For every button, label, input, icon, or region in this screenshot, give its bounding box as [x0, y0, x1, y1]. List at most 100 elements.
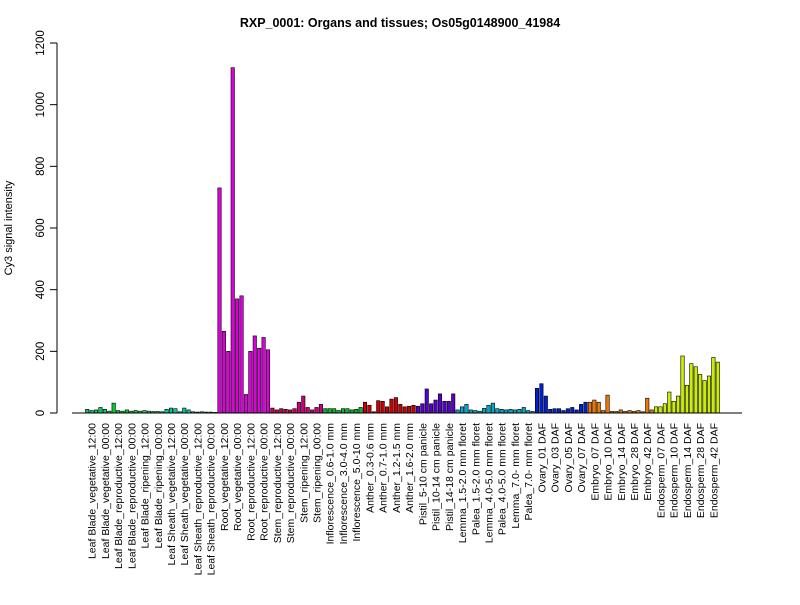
bar [433, 399, 438, 414]
x-tick-label: Embryo_42 DAF [642, 423, 654, 501]
x-tick-label: Stem_reproductive_00:00 [285, 423, 297, 543]
bar [411, 404, 416, 414]
bar [534, 388, 540, 414]
x-tick-label: Leaf Sheath_vegetative_00:00 [179, 423, 191, 566]
bar [376, 400, 381, 414]
bar [407, 405, 412, 414]
bar [689, 363, 694, 414]
bar [579, 404, 584, 414]
x-tick-label: Inflorescence_3.0-4.0 mm [338, 423, 350, 545]
bar [508, 408, 513, 414]
bar [415, 405, 420, 414]
x-tick-label: Embryo_14 DAF [616, 423, 628, 501]
bar [442, 400, 447, 414]
bar [296, 401, 301, 414]
x-tick-label: Endosperm_42 DAF [708, 423, 720, 518]
y-axis-label: Cy3 signal intensity [3, 180, 15, 275]
x-tick-label: Lemma_4.0-5.0 mm floret [483, 423, 495, 543]
bar [301, 395, 306, 414]
bar [499, 408, 504, 414]
x-tick-label: Stem_ripening_00:00 [312, 423, 324, 523]
bar [402, 406, 407, 414]
bar [358, 407, 363, 414]
bar [283, 408, 288, 414]
x-tick-label: Leaf Blade_vegetative_12:00 [87, 423, 99, 559]
x-tick-label: Inflorescence_0.6-1.0 mm [325, 423, 337, 545]
x-tick-label: Ovary_07 DAF [576, 423, 588, 492]
x-axis: Leaf Blade_vegetative_12:00 Leaf Blade_ve… [72, 412, 742, 576]
x-tick-label: Leaf Sheath_reproductive_12:00 [192, 423, 204, 576]
bar [226, 351, 231, 414]
y-tick-label: 800 [35, 157, 47, 176]
x-tick-label: Lemma_1.5-2.0 mm floret [457, 423, 469, 543]
y-tick-label: 0 [35, 410, 47, 416]
bar [583, 401, 588, 414]
bar [173, 408, 178, 414]
x-tick-label: Pistil_14-18 cm panicle [444, 423, 456, 531]
bar [495, 408, 500, 414]
bar [239, 295, 244, 414]
bar [243, 394, 248, 414]
x-tick-label: Endosperm_28 DAF [695, 423, 707, 518]
x-tick-label: Root_vegetative_00:00 [232, 423, 244, 531]
x-tick-label: Ovary_05 DAF [563, 423, 575, 492]
bar [711, 357, 716, 414]
bar [248, 351, 253, 414]
bar [486, 404, 491, 414]
bar [658, 406, 663, 414]
y-tick-label: 200 [35, 342, 47, 361]
y-tick-label: 400 [35, 280, 47, 299]
x-tick-label: Embryo_10 DAF [603, 423, 615, 501]
bar [221, 330, 226, 414]
bar [482, 408, 487, 414]
bar [270, 407, 275, 414]
bar [654, 406, 659, 414]
x-tick-label: Endosperm_07 DAF [655, 423, 667, 518]
bar [85, 408, 90, 414]
bar [292, 408, 297, 414]
bar [252, 335, 257, 414]
y-axis: 0 200 400 600 800 1000 1200 [35, 30, 58, 416]
bar [111, 402, 116, 414]
bar [323, 408, 328, 414]
x-tick-label: Anther_1.2-1.5 mm [391, 423, 403, 513]
x-tick-label: Ovary_03 DAF [550, 423, 562, 492]
bar [340, 408, 345, 414]
y-tick-label: 600 [35, 218, 47, 237]
bar [676, 395, 681, 414]
x-tick-label: Palea_7.0- mm floret [523, 423, 535, 521]
x-tick-label: Stem_reproductive_12:00 [272, 423, 284, 543]
bar [460, 406, 465, 414]
bar [662, 403, 667, 414]
bar [698, 374, 703, 414]
bar [367, 404, 372, 414]
bar [265, 349, 271, 414]
bar [565, 408, 570, 414]
chart-title: RXP_0001: Organs and tissues; Os05g01489… [240, 16, 560, 30]
bar [345, 408, 350, 414]
bar [318, 404, 323, 414]
bar [570, 407, 575, 414]
bar [517, 408, 522, 414]
x-tick-label: Leaf Blade_ripening_12:00 [140, 423, 152, 549]
bar [235, 298, 240, 414]
x-tick-label: Leaf Blade_reproductive_00:00 [126, 423, 138, 569]
bar [429, 403, 434, 414]
x-tick-label: Leaf Sheath_reproductive_00:00 [206, 423, 218, 576]
x-tick-label: Anther_0.3-0.6 mm [364, 423, 376, 513]
x-tick-label: Anther_0.7-1.0 mm [378, 423, 390, 513]
bar [552, 408, 557, 414]
bar [182, 407, 187, 414]
x-tick-label: Pistil_10-14 cm panicle [431, 423, 443, 531]
bar [539, 383, 544, 414]
x-tick-label: Leaf Blade_ripening_00:00 [153, 423, 165, 549]
bar [596, 401, 601, 414]
x-tick-label: Anther_1.6-2.0 mm [404, 423, 416, 513]
bar [671, 400, 676, 414]
bar [305, 407, 310, 414]
bar [587, 401, 592, 414]
bar [389, 398, 394, 414]
bar [437, 393, 443, 414]
bar [362, 401, 368, 414]
